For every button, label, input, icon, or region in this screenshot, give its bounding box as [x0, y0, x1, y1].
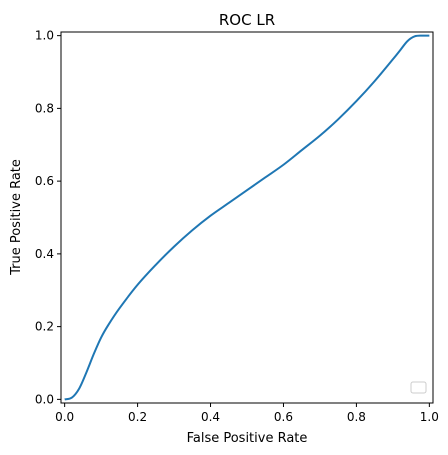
plot-area: [60, 31, 434, 404]
y-tick-label: 0.4: [35, 247, 54, 261]
x-tick-label: 0.8: [347, 410, 366, 424]
x-tick-label: 1.0: [420, 410, 439, 424]
y-axis-label: True Positive Rate: [9, 159, 24, 276]
y-tick-label: 0.2: [35, 320, 54, 334]
y-tick-label: 1.0: [35, 29, 54, 43]
legend-box: [410, 381, 427, 394]
x-tick-label: 0.2: [128, 410, 147, 424]
x-tick-label: 0.6: [274, 410, 293, 424]
chart-title: ROC LR: [219, 11, 275, 29]
x-axis-label: False Positive Rate: [187, 431, 308, 446]
y-tick-label: 0.6: [35, 174, 54, 188]
y-tick-label: 0.8: [35, 101, 54, 115]
x-tick-label: 0.4: [201, 410, 220, 424]
y-axis-ticks: 0.0 0.2 0.4 0.6 0.8 1.0: [35, 29, 61, 406]
y-tick-label: 0.0: [35, 392, 54, 406]
x-tick-label: 0.0: [55, 410, 74, 424]
roc-curve-line: [64, 34, 430, 401]
x-axis-ticks: 0.0 0.2 0.4 0.6 0.8 1.0: [55, 403, 439, 424]
